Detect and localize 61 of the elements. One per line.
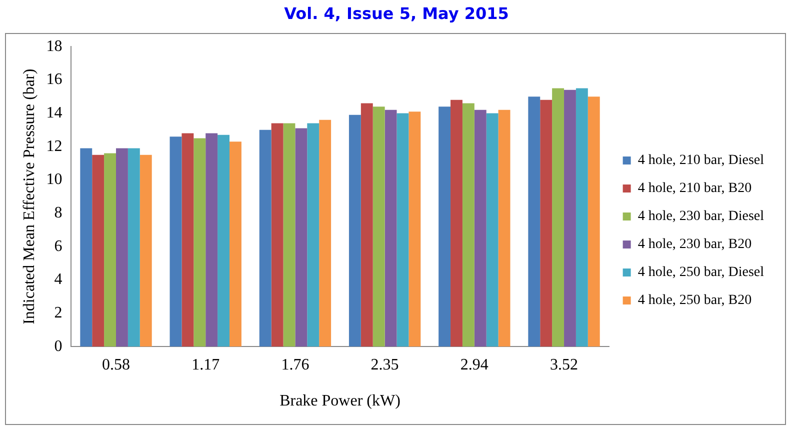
legend-label: 4 hole, 250 bar, Diesel [638, 265, 764, 280]
bar [528, 96, 540, 347]
bar [230, 142, 242, 347]
bar [372, 106, 385, 347]
y-tick-label: 12 [46, 138, 62, 155]
y-tick-label: 2 [54, 304, 62, 322]
bar [218, 134, 230, 347]
x-tick-label: 2.94 [460, 356, 488, 374]
x-tick-label: 1.17 [192, 356, 220, 374]
legend-label: 4 hole, 230 bar, B20 [638, 237, 752, 252]
bar [396, 113, 409, 347]
x-tick-label: 3.52 [550, 356, 578, 374]
y-tick-label: 8 [54, 204, 62, 222]
x-tick-label: 2.35 [370, 356, 399, 374]
bar [384, 110, 397, 347]
legend-label: 4 hole, 250 bar, B20 [638, 293, 752, 308]
bar [588, 96, 600, 347]
bar [194, 138, 206, 347]
bar [348, 114, 361, 347]
bar [182, 133, 194, 347]
bar [462, 103, 474, 347]
legend-label: 4 hole, 230 bar, Diesel [638, 209, 764, 224]
bar [307, 123, 320, 347]
x-tick-label: 1.76 [281, 356, 310, 374]
bar [319, 120, 332, 347]
bar [438, 106, 451, 347]
y-tick-label: 4 [54, 271, 62, 288]
bar [450, 100, 462, 347]
bar [140, 154, 152, 347]
bar [552, 88, 564, 347]
bar [128, 148, 140, 347]
legend-label: 4 hole, 210 bar, B20 [638, 181, 752, 196]
y-tick-label: 10 [46, 171, 62, 188]
y-tick-label: 18 [46, 38, 62, 55]
bar [80, 148, 92, 347]
bar [360, 103, 373, 347]
bar [271, 123, 284, 347]
y-axis-title: Indicated Mean Effective Pressure (bar) [20, 68, 38, 324]
bar [170, 136, 182, 347]
bar [474, 110, 486, 347]
bar [104, 153, 116, 347]
y-tick-label: 0 [54, 338, 62, 355]
x-axis-title: Brake Power (kW) [280, 392, 400, 410]
y-tick-label: 14 [46, 104, 62, 122]
text: Vol. 4, Issue 5, May 2015 [283, 4, 510, 23]
y-tick-label: 16 [46, 71, 62, 88]
bar [564, 90, 576, 347]
legend-label: 4 hole, 210 bar, Diesel [638, 153, 764, 168]
bar [116, 148, 128, 347]
bar [206, 133, 218, 347]
bar [576, 88, 588, 347]
bar [498, 110, 510, 347]
x-tick-label: 0.58 [102, 356, 130, 374]
bar [295, 128, 308, 347]
bar [259, 130, 272, 347]
bar [408, 112, 421, 347]
bar [92, 154, 104, 347]
bar [283, 123, 296, 347]
bar [486, 113, 498, 347]
y-tick-label: 6 [54, 238, 62, 255]
bar [540, 100, 552, 347]
